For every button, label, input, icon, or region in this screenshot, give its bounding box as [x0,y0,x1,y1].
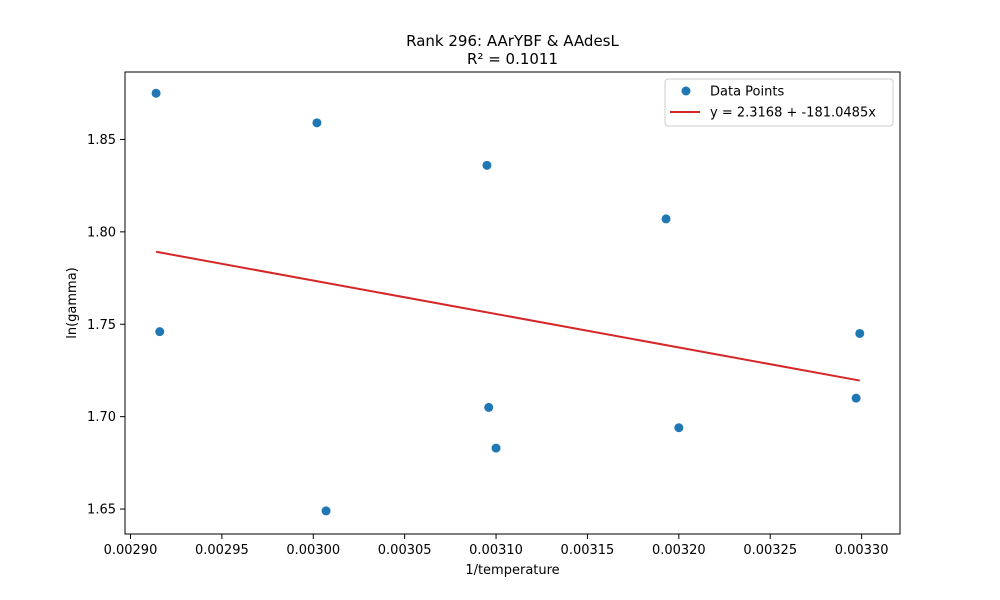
data-point [851,393,861,403]
data-point [674,423,684,433]
data-point [312,118,322,128]
y-axis-label: ln(gamma) [65,267,80,339]
data-point [484,402,494,412]
data-point [321,506,331,516]
chart-subtitle: R² = 0.1011 [467,50,558,68]
x-tick-label: 0.00330 [835,543,889,558]
x-tick-label: 0.00315 [561,543,615,558]
y-tick-label: 1.70 [87,410,116,425]
plot-area: 0.00290 0.00295 0.00300 0.00305 0.00310 0.003… [87,71,901,558]
x-tick-label: 0.00310 [469,543,523,558]
legend: Data Points y = 2.3168 + -181.0485x [664,78,894,127]
x-tick-label: 0.00300 [286,543,340,558]
data-point [151,88,161,98]
regression-line [155,250,860,382]
plot-frame [124,71,901,535]
chart-title: Rank 296: AArYBF & AAdesL [406,32,619,50]
x-axis-label: 1/temperature [465,563,559,578]
legend-label-regression: y = 2.3168 + -181.0485x [710,106,876,121]
data-point [661,214,671,224]
legend-marker-data-points [681,86,691,96]
x-tick-label: 0.00305 [378,543,432,558]
x-tick-label: 0.00320 [652,543,706,558]
data-point [491,443,501,453]
data-point [155,327,165,337]
x-tick-label: 0.00325 [743,543,797,558]
data-point [482,160,492,170]
y-tick-label: 1.65 [87,503,116,518]
legend-box [664,78,894,127]
x-tick-label: 0.00295 [195,543,249,558]
legend-label-data-points: Data Points [710,85,784,100]
y-tick-label: 1.85 [87,133,116,148]
x-tick-label: 0.00290 [104,543,158,558]
data-point [855,328,865,338]
y-tick-label: 1.80 [87,225,116,240]
y-tick-label: 1.75 [87,318,116,333]
